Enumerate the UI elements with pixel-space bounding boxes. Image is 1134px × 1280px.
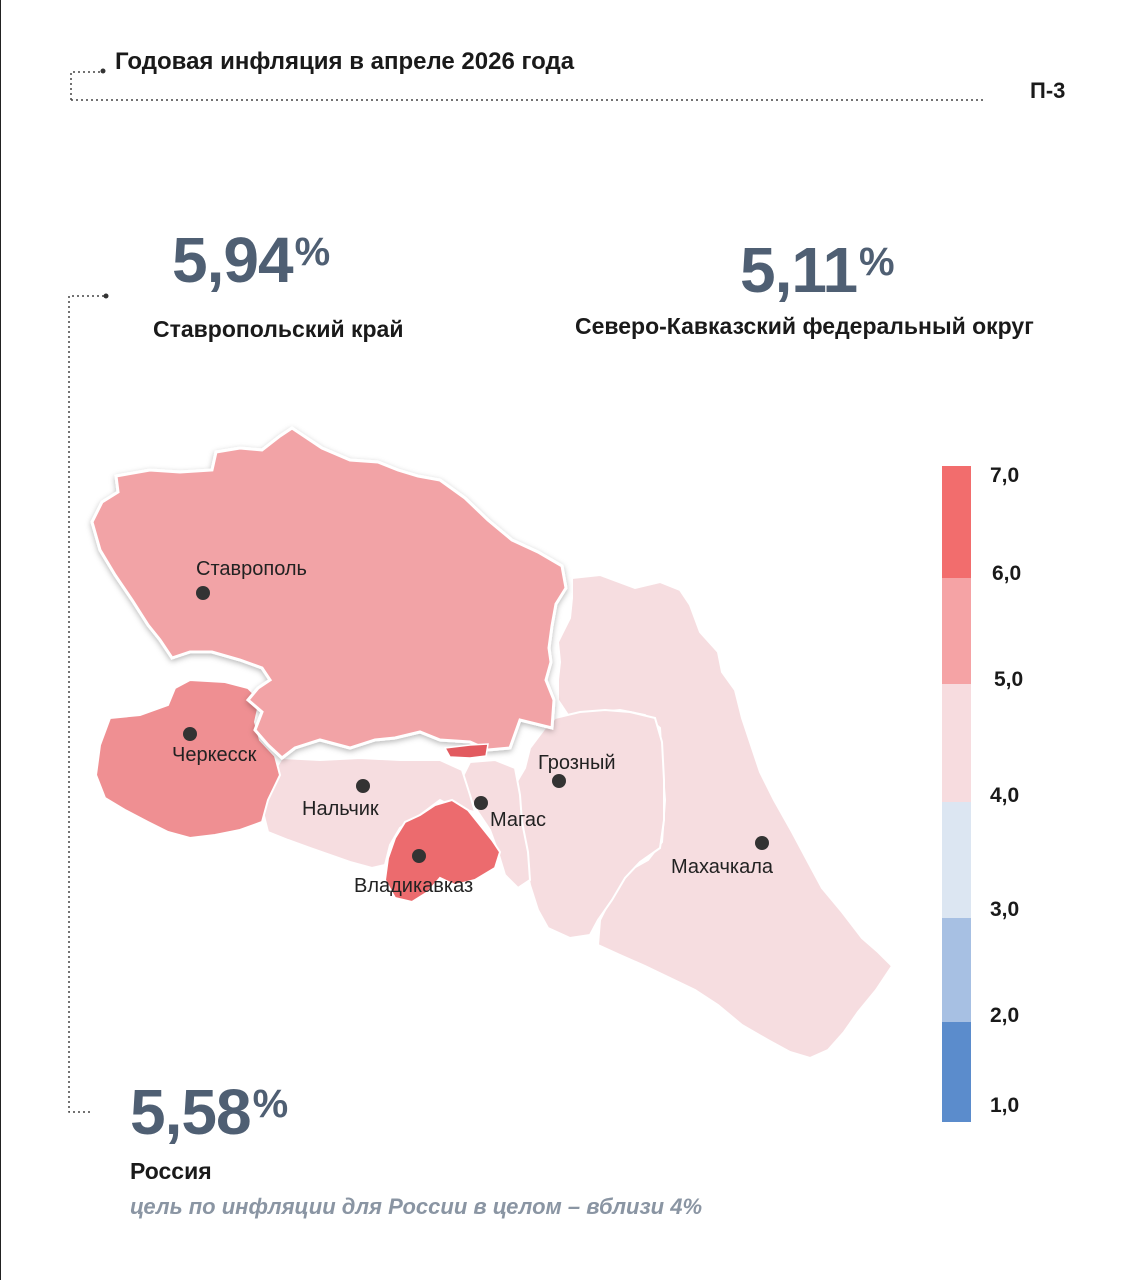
region-mozdok-fragment <box>443 743 489 759</box>
region-stavropol <box>90 426 568 760</box>
svg-text:Магас: Магас <box>490 809 546 831</box>
legend-color-scale <box>942 466 971 1122</box>
svg-text:Махачкала: Махачкала <box>671 856 774 878</box>
region-karachay-cherkessia <box>94 678 282 840</box>
skfo-inflation-value: 5,11% <box>740 234 895 306</box>
stavropol-inflation-label: Ставропольский край <box>153 316 404 342</box>
svg-text:Грозный: Грозный <box>538 752 616 774</box>
page-title: Годовая инфляция в апреле 2026 года <box>115 48 575 75</box>
region-north-ossetia <box>383 798 502 904</box>
header-decoration <box>70 68 985 101</box>
russia-inflation-value: 5,58% <box>130 1076 288 1148</box>
stavropol-inflation-value: 5,94% <box>172 224 330 296</box>
region-kabardino-balkaria <box>260 756 477 870</box>
legend-tick-3: 3,0 <box>990 898 1019 921</box>
legend-tick-7: 7,0 <box>990 464 1019 487</box>
legend-band-over-6 <box>942 466 971 578</box>
city-marker-cherkessk: Черкесск <box>172 727 257 766</box>
legend-band-4-5 <box>942 684 971 802</box>
city-marker-grozny: Грозный <box>538 752 616 788</box>
legend-band-5-6 <box>942 578 971 684</box>
legend-tick-6: 6,0 <box>992 562 1021 585</box>
skfo-inflation-label: Северо-Кавказский федеральный округ <box>575 313 1034 339</box>
city-marker-makhachkala: Махачкала <box>671 836 774 878</box>
svg-text:Владикавказ: Владикавказ <box>354 875 473 897</box>
legend-tick-5: 5,0 <box>994 668 1023 691</box>
legend-band-1-2 <box>942 1022 971 1122</box>
legend-band-3-4 <box>942 802 971 918</box>
page-code: П-3 <box>1030 78 1066 103</box>
legend-tick-2: 2,0 <box>990 1004 1019 1027</box>
legend-band-2-3 <box>942 918 971 1022</box>
legend-tick-4: 4,0 <box>990 784 1019 807</box>
russia-inflation-label: Россия <box>130 1158 212 1184</box>
inflation-target-note: цель по инфляции для России в целом – вб… <box>130 1194 703 1219</box>
svg-text:Нальчик: Нальчик <box>302 798 379 820</box>
page-left-border <box>0 0 1 1280</box>
city-marker-nalchik: Нальчик <box>302 779 379 820</box>
city-marker-stavropol: Ставрополь <box>196 558 307 600</box>
side-bracket <box>68 293 109 1113</box>
svg-text:Черкесск: Черкесск <box>172 744 257 766</box>
city-marker-magas: Магас <box>474 796 546 831</box>
svg-text:Ставрополь: Ставрополь <box>196 558 307 580</box>
legend-tick-1: 1,0 <box>990 1094 1019 1117</box>
city-marker-vladikavkaz: Владикавказ <box>354 849 473 897</box>
